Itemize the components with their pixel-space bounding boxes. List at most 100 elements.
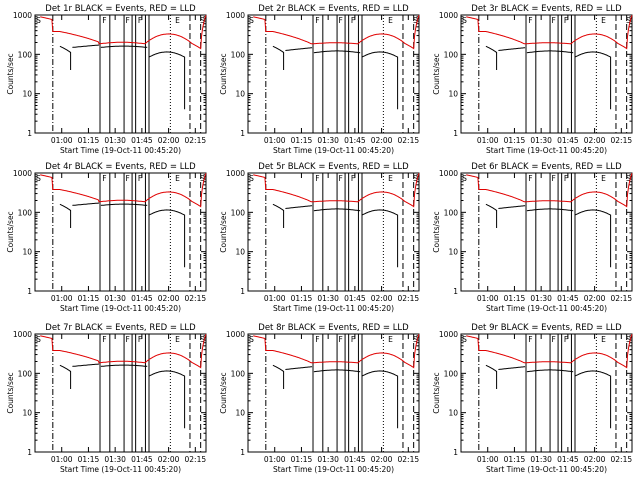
y-tick-label: 1000 [439,330,458,339]
x-tick-label: 02:15 [398,294,420,303]
x-tick-label: 02:15 [611,136,633,145]
x-tick-label: 02:00 [158,294,180,303]
y-tick-label: 1 [453,287,458,296]
region-letter: E [601,335,606,344]
region-letter: F [564,335,568,344]
plot-frame [34,14,207,134]
y-tick-label: 1 [27,448,32,457]
events-series-line [526,50,574,54]
y-tick-label: 10 [22,409,32,418]
y-tick-label: 100 [444,50,459,59]
region-letter: S [413,16,418,25]
y-tick-label: 1 [453,129,458,138]
events-series-line [72,44,100,48]
region-letter: F [138,16,142,25]
y-tick-label: 1 [27,129,32,138]
x-tick-label: 02:00 [158,136,180,145]
panel-title: Det 3r BLACK = Events, RED = LLD [471,4,622,14]
x-tick-label: 01:15 [504,294,526,303]
lld-series-line [466,334,633,369]
region-letter: E [388,174,393,183]
x-tick-label: 01:15 [504,455,526,464]
x-tick-label: 02:00 [158,455,180,464]
plot-frame [460,14,633,134]
region-letter: S [200,174,205,183]
x-tick-label: 01:45 [557,136,579,145]
events-series-line [272,364,285,389]
y-tick-label: 10 [448,90,458,99]
x-tick-label: 01:00 [264,294,286,303]
events-series-line [574,370,612,429]
x-tick-label: 01:15 [78,455,100,464]
region-letter: F [138,174,142,183]
x-tick-label: 02:00 [371,455,393,464]
y-tick-label: 100 [18,50,33,59]
panel-9: Det 9r BLACK = Events, RED = LLD 1 10 100 10… [432,323,633,474]
region-letter: S [626,335,631,344]
region-letter: S [413,174,418,183]
region-letter: F [351,16,355,25]
panel-2: Det 2r BLACK = Events, RED = LLD 1 10 100 10… [219,4,420,155]
events-series-line [526,208,574,212]
lld-series-line [40,15,207,50]
panel-5: Det 5r BLACK = Events, RED = LLD 1 10 100 10… [219,162,420,313]
events-series-line [72,202,100,206]
plot-frame [460,333,633,453]
region-letter: F [125,174,129,183]
y-tick-label: 1000 [226,11,245,20]
x-tick-label: 02:15 [611,455,633,464]
y-tick-label: 1000 [13,330,32,339]
x-axis-label: Start Time (19-Oct-11 00:45:20) [486,304,607,313]
x-axis-label: Start Time (19-Oct-11 00:45:20) [486,465,607,474]
plot-frame [34,333,207,453]
y-tick-label: 100 [231,50,246,59]
events-series-line [526,369,574,373]
events-series-line [361,51,399,110]
x-tick-label: 02:00 [584,294,606,303]
x-tick-label: 01:45 [557,294,579,303]
region-letter: F [125,16,129,25]
y-axis-label: Counts/sec [6,53,15,94]
plot-frame [247,14,420,134]
panel-title: Det 2r BLACK = Events, RED = LLD [258,4,409,14]
events-series-line [272,203,285,228]
y-tick-label: 1000 [226,330,245,339]
x-tick-label: 01:30 [104,455,126,464]
x-tick-label: 02:00 [371,294,393,303]
x-axis-label: Start Time (19-Oct-11 00:45:20) [60,304,181,313]
events-series-line [361,370,399,429]
events-series-line [485,364,498,389]
region-letter: S [36,174,41,183]
lld-series-line [40,173,207,208]
x-tick-label: 01:15 [291,455,313,464]
y-tick-label: 10 [235,409,245,418]
events-series-line [100,203,148,206]
region-letter: E [601,174,606,183]
panel-title: Det 9r BLACK = Events, RED = LLD [471,323,622,333]
x-tick-label: 02:15 [611,294,633,303]
x-tick-label: 01:15 [291,294,313,303]
x-tick-label: 01:30 [530,136,552,145]
x-tick-label: 01:15 [291,136,313,145]
events-series-line [498,47,526,51]
x-axis-label: Start Time (19-Oct-11 00:45:20) [486,146,607,155]
y-tick-label: 100 [444,369,459,378]
events-series-line [59,364,72,389]
y-tick-label: 10 [448,409,458,418]
region-letter: S [626,174,631,183]
region-letter: F [102,335,106,344]
y-axis-label: Counts/sec [6,372,15,413]
region-letter: E [601,16,606,25]
panel-title: Det 6r BLACK = Events, RED = LLD [471,162,622,172]
events-series-line [272,45,285,70]
x-tick-label: 01:15 [78,136,100,145]
y-tick-label: 1 [27,287,32,296]
panel-title: Det 4r BLACK = Events, RED = LLD [45,162,196,172]
y-tick-label: 1000 [226,169,245,178]
x-tick-label: 01:00 [51,294,73,303]
x-tick-label: 02:00 [584,455,606,464]
y-tick-label: 100 [231,208,246,217]
region-letter: E [388,335,393,344]
panel-8: Det 8r BLACK = Events, RED = LLD 1 10 100 10… [219,323,420,474]
y-axis-label: Counts/sec [432,211,441,252]
